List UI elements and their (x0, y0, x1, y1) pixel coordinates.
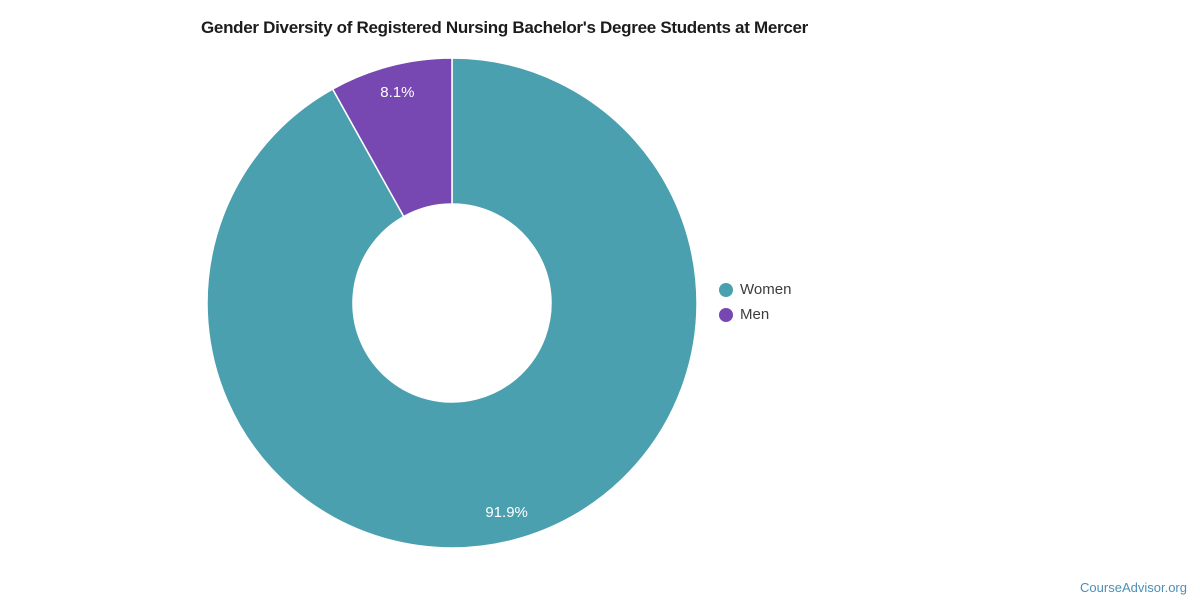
legend-swatch-men-icon (719, 308, 733, 322)
legend-swatch-women-icon (719, 283, 733, 297)
pie-slice-women[interactable] (206, 57, 698, 549)
legend-item-women[interactable]: Women (719, 280, 791, 300)
chart-title: Gender Diversity of Registered Nursing B… (201, 18, 808, 37)
legend: Women Men (719, 280, 791, 325)
pie-slice-men[interactable] (331, 57, 453, 218)
legend-item-men[interactable]: Men (719, 305, 791, 325)
slice-label-women: 91.9% (485, 504, 528, 521)
attribution-link[interactable]: CourseAdvisor.org (1080, 580, 1187, 595)
legend-label-men: Men (740, 306, 770, 323)
slice-label-men: 8.1% (380, 84, 414, 101)
legend-label-women: Women (740, 281, 792, 298)
